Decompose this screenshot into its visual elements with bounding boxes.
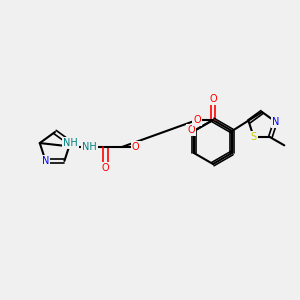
Text: N: N [42,156,49,166]
Text: O: O [132,142,140,152]
Text: S: S [251,132,257,142]
Text: O: O [209,94,217,104]
Text: O: O [187,125,195,135]
Text: NH: NH [63,138,78,148]
Text: O: O [193,115,201,125]
Text: NH: NH [82,142,97,152]
Text: O: O [102,163,110,173]
Text: N: N [272,117,279,127]
